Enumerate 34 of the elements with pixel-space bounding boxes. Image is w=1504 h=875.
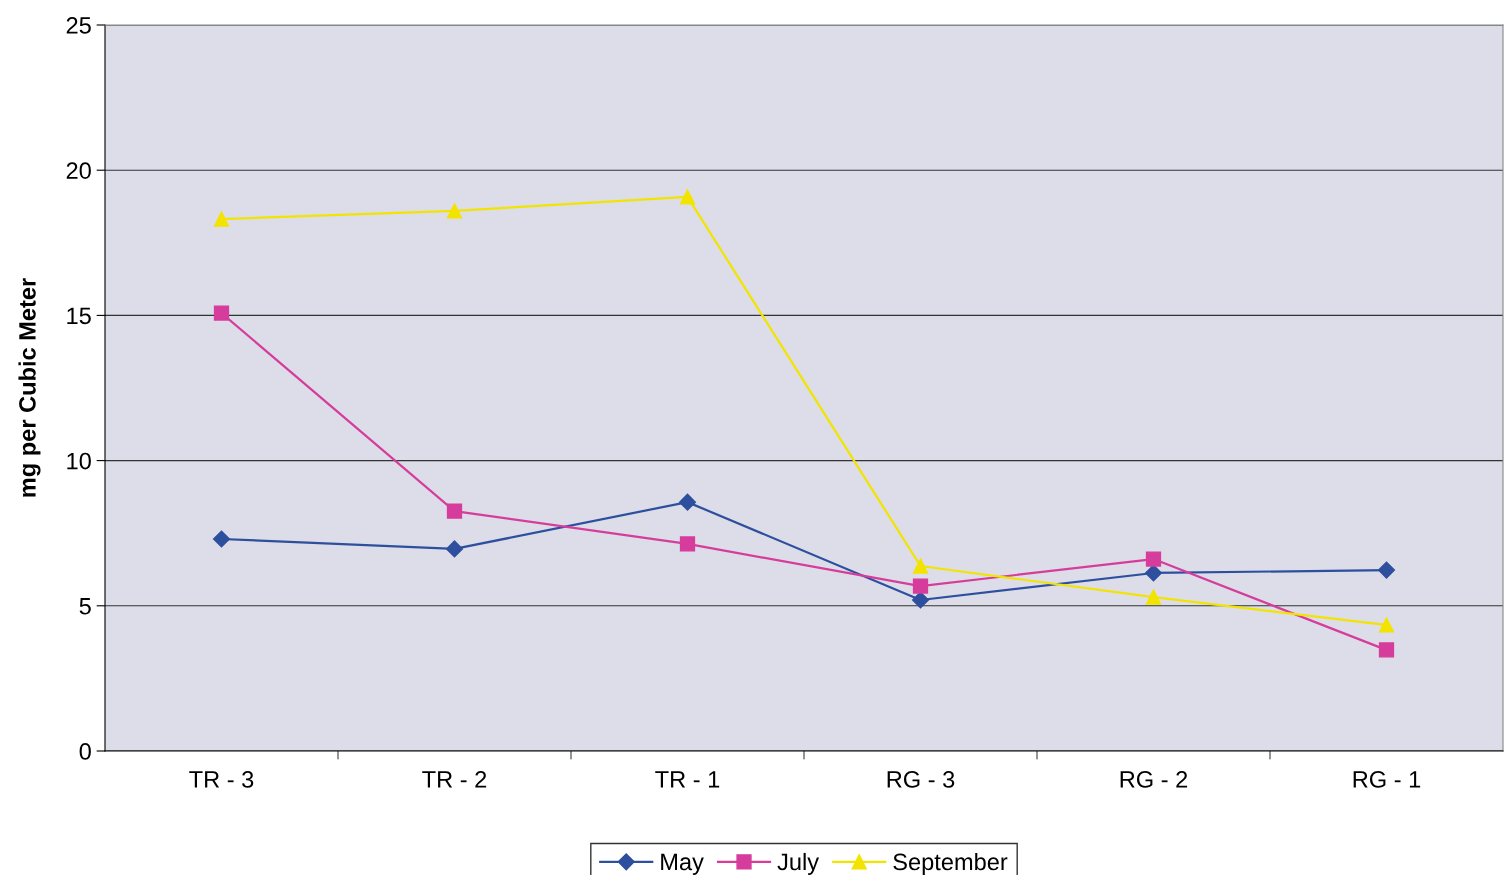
y-tick-label: 5 (79, 598, 91, 615)
point (1377, 561, 1396, 579)
x-tick-label: RG - 2 (1120, 771, 1188, 788)
point (1378, 642, 1395, 658)
legend-label: July (777, 852, 820, 875)
x-tick-label: TR - 2 (422, 771, 487, 788)
point (446, 503, 463, 519)
x-tick-label: RG - 1 (1353, 771, 1421, 788)
y-tick-label: 25 (66, 17, 91, 34)
x-tick-label: TR - 1 (655, 771, 720, 788)
point (1145, 589, 1162, 605)
point (678, 493, 697, 511)
point (912, 578, 929, 594)
point (912, 558, 929, 574)
point (1144, 564, 1163, 582)
point (1145, 551, 1162, 567)
y-axis-title: mg per Cubic Meter (18, 278, 41, 497)
point (213, 305, 230, 321)
point (679, 189, 696, 205)
y-tick-label: 20 (66, 162, 91, 179)
x-tick-label: RG - 3 (887, 771, 955, 788)
point (445, 540, 464, 558)
point (212, 530, 231, 548)
y-tick-label: 0 (79, 743, 91, 760)
x-tick-label: TR - 3 (189, 771, 254, 788)
point (679, 536, 696, 552)
point (213, 211, 230, 227)
point (911, 591, 930, 609)
legend-label: September (893, 852, 1008, 875)
point (1378, 617, 1395, 633)
legend-label: May (661, 853, 704, 875)
y-tick-label: 15 (67, 307, 91, 325)
point (446, 203, 463, 219)
y-tick-label: 10 (67, 452, 91, 470)
